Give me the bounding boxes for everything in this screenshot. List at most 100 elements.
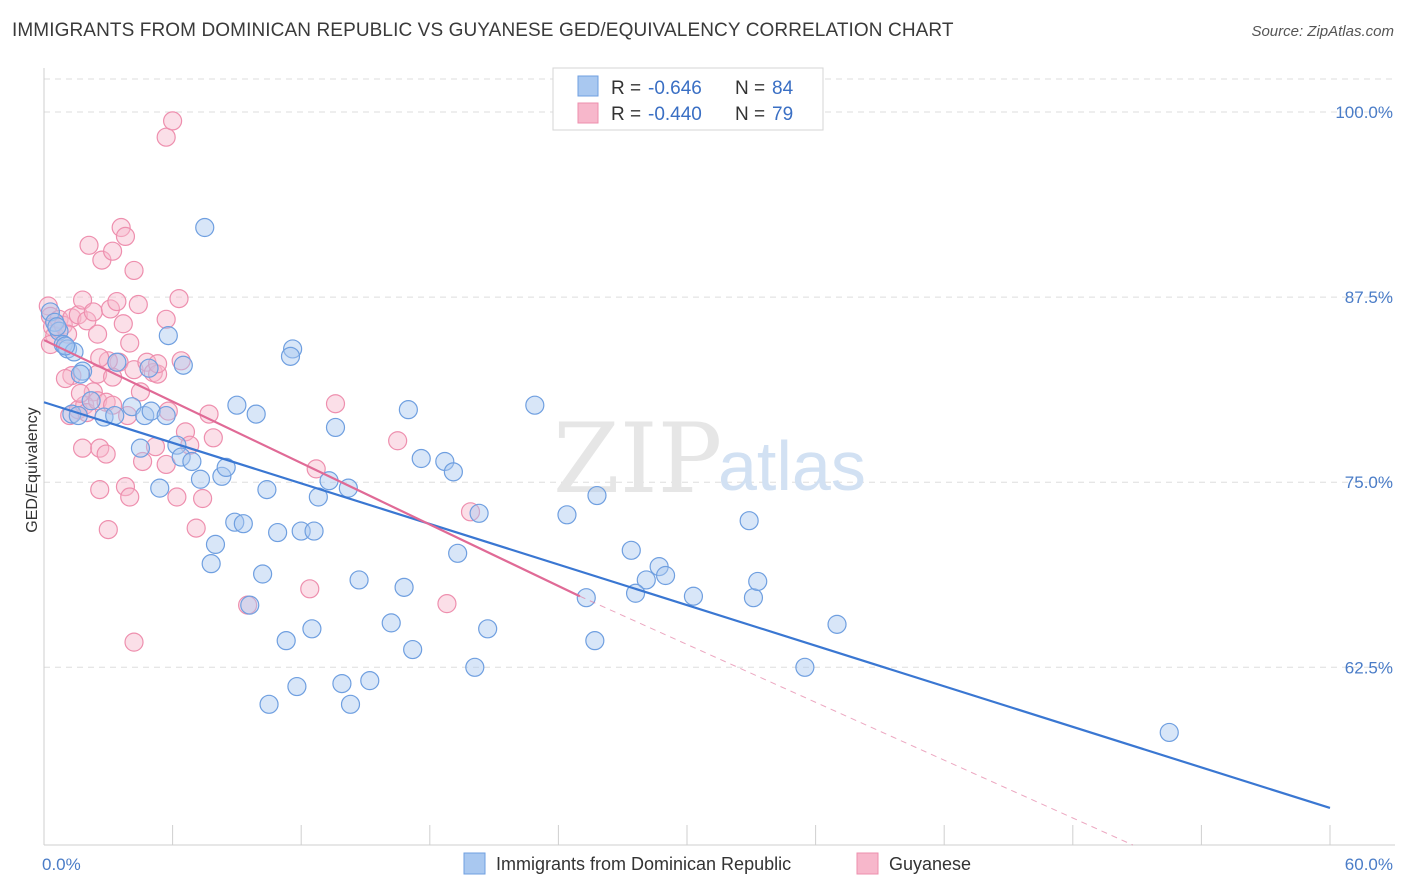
data-point-dominican [394,577,414,597]
data-point-guyanese [203,428,223,448]
data-point-dominican [212,466,232,486]
data-point-dominican [739,511,759,531]
bottom-legend-swatch-pink [856,852,879,875]
watermark-zip: ZIP [553,403,722,515]
data-point-dominican [576,588,596,608]
data-point-guyanese [111,217,131,238]
data-point-dominican [156,405,176,426]
trend-line-guyanese [43,339,581,598]
legend-swatch-pink [577,102,599,124]
data-point-guyanese [156,127,176,147]
data-point-guyanese [90,480,110,500]
data-point-dominican [349,570,369,590]
data-point-dominican [201,554,221,574]
data-point-dominican [478,619,498,639]
data-point-dominican [557,505,577,525]
data-point-dominican [525,395,545,415]
data-point-guyanese [167,487,187,507]
data-point-dominican [403,639,423,660]
data-point-dominican [139,358,159,378]
data-point-dominican [240,595,260,615]
data-point-dominican [205,534,226,555]
watermark-atlas: atlas [718,427,866,505]
trend-lines [43,339,1331,846]
data-point-guyanese [98,519,118,540]
data-point-guyanese [169,288,189,309]
data-point-dominican [173,355,193,375]
legend-r-value-1: -0.646 [648,78,702,99]
data-point-dominican [216,457,236,478]
data-point-dominican [381,613,401,633]
trend-line-dominican [43,401,1331,810]
data-point-guyanese [437,594,457,614]
x-tick-label: 60.0% [1345,855,1393,874]
series-blue-points [40,217,1179,743]
legend-n-label-2: N = [735,104,765,125]
data-point-dominican [469,503,489,523]
data-point-guyanese [186,518,206,538]
axes [43,68,1395,846]
data-point-dominican [448,543,468,563]
data-point-dominican [683,586,704,606]
gridlines [44,78,1395,668]
data-point-dominican [621,540,641,560]
data-point-guyanese [87,324,108,344]
legend-n-value-2: 79 [772,104,793,125]
data-point-dominican [47,317,67,337]
data-point-guyanese [199,404,219,424]
legend: R = -0.646 N = 84 R = -0.440 N = 79 [552,67,824,131]
legend-n-value-1: 84 [772,78,794,99]
data-point-dominican [280,346,301,366]
data-point-dominican [827,614,847,634]
data-point-guyanese [388,431,408,451]
data-point-dominican [1159,722,1179,743]
data-point-dominican [743,588,764,608]
data-point-guyanese [124,632,144,652]
legend-n-label-1: N = [735,78,765,99]
data-point-dominican [150,478,170,498]
y-tick-label: 75.0% [1345,473,1393,492]
data-point-guyanese [128,294,148,315]
data-point-dominican [587,485,607,506]
data-point-guyanese [120,333,140,353]
data-point-dominican [257,480,277,500]
x-tick-labels: 0.0% 60.0% [42,855,1393,874]
data-point-dominican [158,326,178,346]
data-point-dominican [190,469,211,489]
data-point-guyanese [156,309,176,329]
data-point-dominican [443,462,463,482]
data-point-guyanese [115,226,136,247]
data-point-guyanese [102,241,123,261]
y-tick-label: 62.5% [1345,658,1393,677]
data-point-dominican [259,694,279,714]
data-point-guyanese [100,299,121,319]
chart-title: IMMIGRANTS FROM DOMINICAN REPUBLIC VS GU… [12,20,954,41]
bottom-legend-swatch-blue [463,852,486,875]
legend-swatch-blue [577,75,599,97]
data-point-guyanese [147,354,168,374]
data-point-guyanese [96,444,116,464]
data-point-dominican [302,619,322,639]
y-tick-label: 100.0% [1335,103,1393,122]
legend-r-value-2: -0.440 [648,104,702,125]
data-point-dominican [748,571,768,592]
data-point-dominican [253,564,273,584]
data-point-dominican [411,448,431,469]
bottom-legend-label-blue: Immigrants from Dominican Republic [496,854,791,874]
data-point-guyanese [300,579,320,599]
data-point-guyanese [193,488,213,509]
data-point-dominican [795,657,815,677]
data-point-dominican [182,451,202,472]
data-point-dominican [360,671,380,691]
data-point-guyanese [107,291,127,312]
trend-line-guyanese-extension [579,595,1134,846]
data-point-dominican [107,352,127,372]
data-point-dominican [585,631,605,651]
data-point-guyanese [72,290,93,310]
data-point-dominican [130,438,151,458]
data-point-dominican [81,391,101,411]
data-point-dominican [276,631,296,651]
data-point-dominican [325,417,346,438]
data-point-dominican [268,522,288,543]
data-point-guyanese [120,487,140,507]
